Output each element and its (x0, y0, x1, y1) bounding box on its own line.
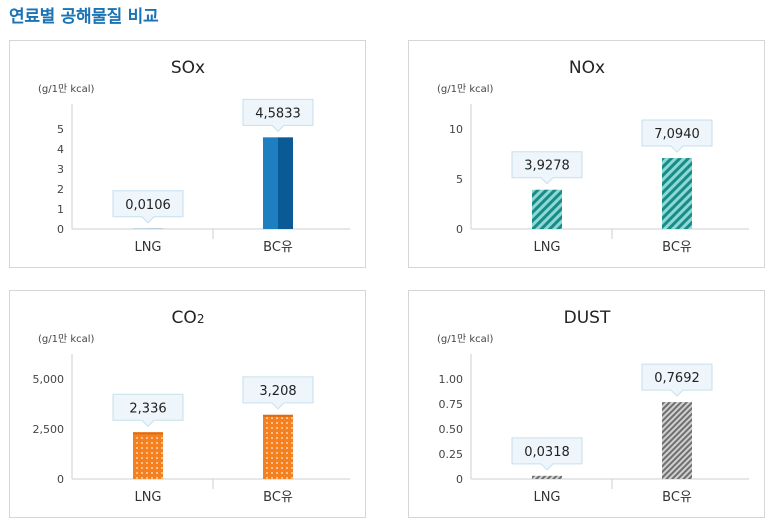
nox-value-callout: 7,0940 (641, 119, 713, 153)
sox-y-tick-label: 1 (57, 203, 64, 216)
sox-category-label: BC유 (263, 240, 293, 255)
dust-y-tick-label: 0.50 (439, 423, 464, 436)
sox-value-callout: 0,0106 (112, 190, 184, 224)
dust-value-callout: 0,7692 (641, 363, 713, 397)
dust-value-callout: 0,0318 (511, 437, 583, 471)
dust-bar-lng (532, 475, 562, 479)
nox-category-label: LNG (533, 240, 560, 255)
sox-unit-label: (g/1만 kcal) (38, 83, 95, 95)
dust-y-tick-label: 0.75 (439, 398, 464, 411)
co2-y-tick-label: 2,500 (33, 423, 65, 436)
sox-value-label: 4,5833 (255, 106, 301, 121)
co2-chart-panel: CO2 (g/1만 kcal) 0 2,500 5,000 LNG 2,336 BC유 3,20… (9, 290, 366, 518)
nox-y-tick-label: 10 (449, 123, 463, 136)
sox-category-label: LNG (134, 240, 161, 255)
co2-value-callout: 2,336 (112, 393, 184, 427)
dust-y-tick-label: 1.00 (439, 373, 464, 386)
co2-category-label: BC유 (263, 490, 293, 505)
dust-y-tick-label: 0 (456, 473, 463, 486)
sox-value-label: 0,0106 (125, 198, 171, 213)
nox-chart-title: NOx (569, 58, 605, 78)
nox-y-tick-label: 0 (456, 223, 463, 236)
nox-value-label: 3,9278 (524, 159, 570, 174)
nox-category-label: BC유 (662, 240, 692, 255)
dust-chart-panel: DUST (g/1만 kcal) 0 0.25 0.50 0.75 1.00 LNG 0,031… (408, 290, 765, 518)
nox-bar-lng (532, 189, 562, 229)
co2-value-callout: 3,208 (242, 376, 314, 410)
sox-y-tick-label: 0 (57, 223, 64, 236)
co2-unit-label: (g/1만 kcal) (38, 333, 95, 345)
nox-value-label: 7,0940 (654, 127, 700, 142)
dust-bar-bc (662, 402, 692, 479)
sox-chart-title: SOx (171, 58, 205, 78)
sox-chart: SOx (g/1만 kcal) 0 1 2 3 4 5 LNG 0,0106 BC유 4,5833 (38, 58, 350, 255)
sox-y-tick-label: 4 (57, 143, 64, 156)
dust-unit-label: (g/1만 kcal) (437, 333, 494, 345)
sox-y-tick-label: 2 (57, 183, 64, 196)
dust-value-label: 0,0318 (524, 445, 570, 460)
nox-y-tick-label: 5 (456, 173, 463, 186)
co2-chart-title: CO2 (172, 308, 205, 328)
nox-chart: NOx (g/1만 kcal) 0 5 10 LNG 3,9278 BC유 7,0940 (437, 58, 749, 255)
co2-category-label: LNG (134, 490, 161, 505)
sox-chart-panel: SOx (g/1만 kcal) 0 1 2 3 4 5 LNG 0,0106 BC유 4,5833 (9, 40, 366, 268)
sox-y-tick-label: 3 (57, 163, 64, 176)
dust-value-label: 0,7692 (654, 371, 700, 386)
co2-bar-lng (133, 432, 163, 479)
co2-y-tick-label: 5,000 (33, 373, 65, 386)
nox-chart-panel: NOx (g/1만 kcal) 0 5 10 LNG 3,9278 BC유 7,0940 (408, 40, 765, 268)
sox-y-tick-label: 5 (57, 123, 64, 136)
co2-bar-bc (263, 414, 293, 479)
dust-category-label: BC유 (662, 490, 692, 505)
nox-bar-bc (662, 158, 692, 229)
co2-y-tick-label: 0 (57, 473, 64, 486)
nox-unit-label: (g/1만 kcal) (437, 83, 494, 95)
nox-value-callout: 3,9278 (511, 151, 583, 185)
co2-value-label: 3,208 (259, 384, 296, 399)
co2-value-label: 2,336 (129, 401, 166, 416)
dust-y-tick-label: 0.25 (439, 448, 464, 461)
sox-value-callout: 4,5833 (242, 98, 314, 133)
co2-chart: CO2 (g/1만 kcal) 0 2,500 5,000 LNG 2,336 BC유 3,20… (33, 308, 350, 505)
dust-category-label: LNG (533, 490, 560, 505)
page-title: 연료별 공해물질 비교 (9, 7, 159, 27)
dust-chart: DUST (g/1만 kcal) 0 0.25 0.50 0.75 1.00 LNG 0,031… (437, 308, 749, 505)
sox-bar-bc (263, 137, 293, 229)
dust-chart-title: DUST (564, 308, 611, 328)
